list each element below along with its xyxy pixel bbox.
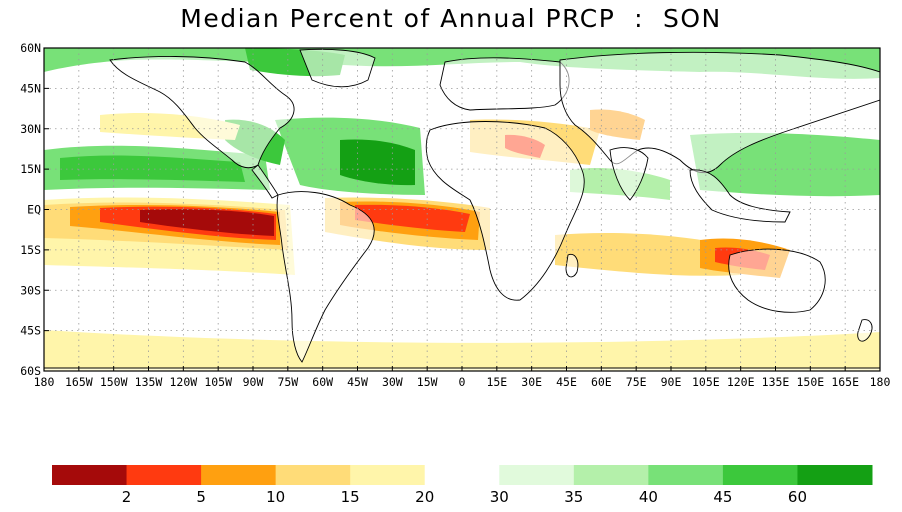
legend-label: 10 <box>266 488 285 506</box>
lon-tick-label: 45E <box>556 375 577 389</box>
lat-tick-label: 60S <box>20 364 41 378</box>
legend-swatch <box>648 465 724 485</box>
wet-band-north-atlantic-core <box>340 139 415 186</box>
lon-tick-label: 30E <box>521 375 542 389</box>
lon-tick-label: 180 <box>870 375 891 389</box>
legend-swatch <box>52 465 128 485</box>
lat-tick-label: 30N <box>20 122 41 136</box>
lon-tick-label: 15E <box>486 375 507 389</box>
graticule <box>44 48 880 371</box>
legend-label: 45 <box>713 488 732 506</box>
continent-europe <box>439 57 570 111</box>
legend-label: 60 <box>788 488 807 506</box>
continents <box>44 48 880 371</box>
legend-label: 15 <box>341 488 360 506</box>
legend-label: 5 <box>196 488 206 506</box>
color-legend: 2 5 10 15 20 30 35 40 45 60 <box>52 465 873 506</box>
continent-africa <box>425 121 585 301</box>
lat-tick-label: 30S <box>20 283 41 297</box>
lon-tick-label: 15W <box>417 375 438 389</box>
lon-tick-label: 120E <box>727 375 755 389</box>
wet-band-north-pacific-core <box>60 155 245 182</box>
lon-tick-label: 45W <box>347 375 368 389</box>
lat-tick-label: 45N <box>20 81 41 95</box>
continent-australia <box>728 248 826 313</box>
continent-central-america <box>251 164 279 199</box>
legend-swatch <box>424 465 500 485</box>
legend-swatch <box>797 465 873 485</box>
continent-india <box>609 147 649 201</box>
lon-tick-label: 165W <box>65 375 93 389</box>
legend-swatch <box>499 465 575 485</box>
legend-swatch <box>722 465 798 485</box>
lat-tick-label: 15S <box>20 243 41 257</box>
dry-band-south-atlantic-core <box>355 204 470 232</box>
lat-tick-label: 45S <box>20 324 41 338</box>
legend-swatch <box>350 465 426 485</box>
continent-greenland <box>299 48 376 88</box>
legend-label: 30 <box>490 488 509 506</box>
legend-label: 20 <box>415 488 434 506</box>
continent-madagascar <box>565 253 579 278</box>
lon-tick-label: 135E <box>762 375 790 389</box>
lon-tick-label: 0 <box>459 375 466 389</box>
latitude-axis: 60N 45N 30N 15N EQ 15S 30S 45S 60S <box>20 41 49 378</box>
lon-tick-label: 120W <box>169 375 197 389</box>
lon-tick-label: 30W <box>382 375 403 389</box>
map-title: Median Percent of Annual PRCP : SON <box>180 4 722 33</box>
lon-tick-label: 60W <box>312 375 333 389</box>
continent-north-america <box>109 56 295 169</box>
lon-tick-label: 150E <box>796 375 824 389</box>
continent-southeast-asia <box>689 169 791 223</box>
longitude-axis: 180 165W 150W 135W 120W 105W 90W 75W 60W 45W 30W 15… <box>34 366 891 389</box>
lon-tick-label: 60E <box>591 375 612 389</box>
lon-tick-label: 105W <box>204 375 232 389</box>
legend-swatch <box>275 465 351 485</box>
lon-tick-label: 75E <box>626 375 647 389</box>
lat-tick-label: 60N <box>20 41 41 55</box>
continent-asia <box>559 51 880 174</box>
legend-label: 40 <box>639 488 658 506</box>
lon-tick-label: 90W <box>243 375 264 389</box>
legend-label: 2 <box>122 488 132 506</box>
continent-south-america <box>276 191 375 363</box>
lon-tick-label: 180 <box>34 375 55 389</box>
lat-tick-label: 15N <box>20 162 41 176</box>
lon-tick-label: 105E <box>692 375 720 389</box>
lon-tick-label: 165E <box>831 375 859 389</box>
dry-band-south-indian <box>555 233 740 276</box>
lat-tick-label: EQ <box>27 203 41 217</box>
lon-tick-label: 75W <box>277 375 298 389</box>
lon-tick-label: 135W <box>135 375 163 389</box>
legend-swatch <box>573 465 649 485</box>
legend-label: 35 <box>564 488 583 506</box>
dry-band-south-pacific-core <box>140 209 274 236</box>
legend-swatch <box>201 465 277 485</box>
lon-tick-label: 150W <box>100 375 128 389</box>
legend-swatch <box>126 465 202 485</box>
lon-tick-label: 90E <box>661 375 682 389</box>
